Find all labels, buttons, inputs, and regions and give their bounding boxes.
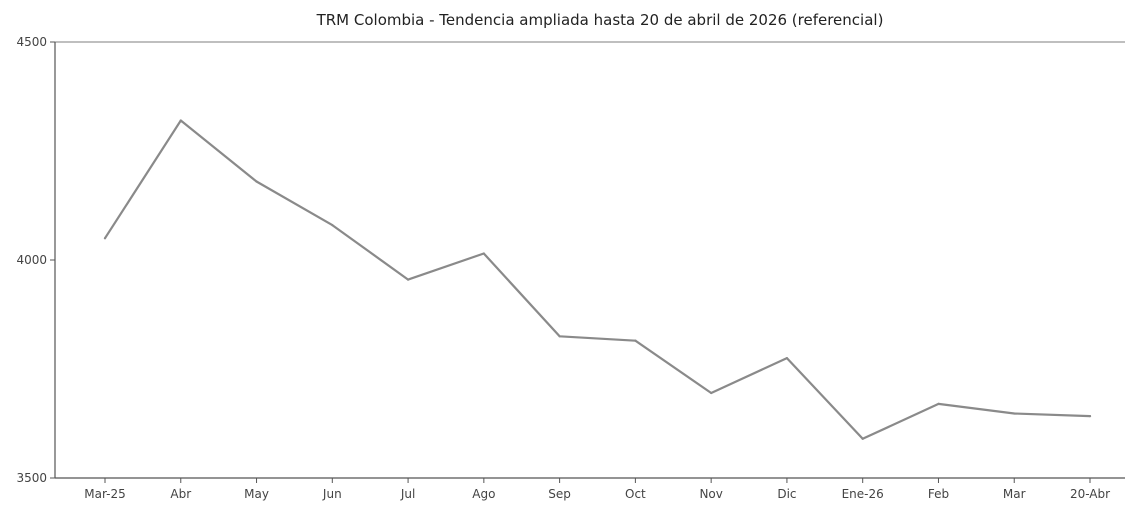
axes xyxy=(54,41,1125,479)
chart-title: TRM Colombia - Tendencia ampliada hasta … xyxy=(316,11,884,29)
x-tick-label: Feb xyxy=(928,487,949,501)
series-line xyxy=(103,119,1092,440)
x-tick-label: Sep xyxy=(548,487,571,501)
x-tick-label: Jul xyxy=(400,487,415,501)
data-point xyxy=(634,339,637,342)
data-point xyxy=(406,278,410,281)
data-point xyxy=(558,335,561,338)
x-tick-label: Jun xyxy=(322,487,342,501)
data-point xyxy=(331,224,334,227)
x-tick-label: Ago xyxy=(472,487,495,501)
x-tick-label: Dic xyxy=(777,487,796,501)
series-group xyxy=(103,119,1092,440)
data-point xyxy=(255,180,258,183)
x-tick-label: Ene-26 xyxy=(842,487,884,501)
data-point xyxy=(103,237,107,240)
x-tick-label: Mar-25 xyxy=(84,487,125,501)
data-point xyxy=(179,119,182,122)
x-tick-label: Oct xyxy=(625,487,646,501)
data-point xyxy=(1013,412,1016,415)
y-tick-label: 4000 xyxy=(16,253,47,267)
x-tick-label: Abr xyxy=(170,487,191,501)
x-axis-ticks: Mar-25 Abr May Jun Jul Ago Sep Oct Nov Dic Ene-26 F… xyxy=(84,478,1110,501)
y-tick-label: 3500 xyxy=(16,471,47,485)
y-axis-ticks: 3500 4000 4500 xyxy=(16,35,55,485)
data-point xyxy=(937,402,940,405)
x-tick-label: 20-Abr xyxy=(1070,487,1110,501)
data-point xyxy=(861,437,864,440)
y-tick-label: 4500 xyxy=(16,35,47,49)
data-point xyxy=(482,252,485,255)
x-tick-label: Nov xyxy=(699,487,722,501)
data-point xyxy=(710,391,713,395)
x-tick-label: Mar xyxy=(1003,487,1026,501)
data-point xyxy=(1088,414,1092,418)
data-point xyxy=(785,357,789,360)
x-tick-label: May xyxy=(244,487,269,501)
